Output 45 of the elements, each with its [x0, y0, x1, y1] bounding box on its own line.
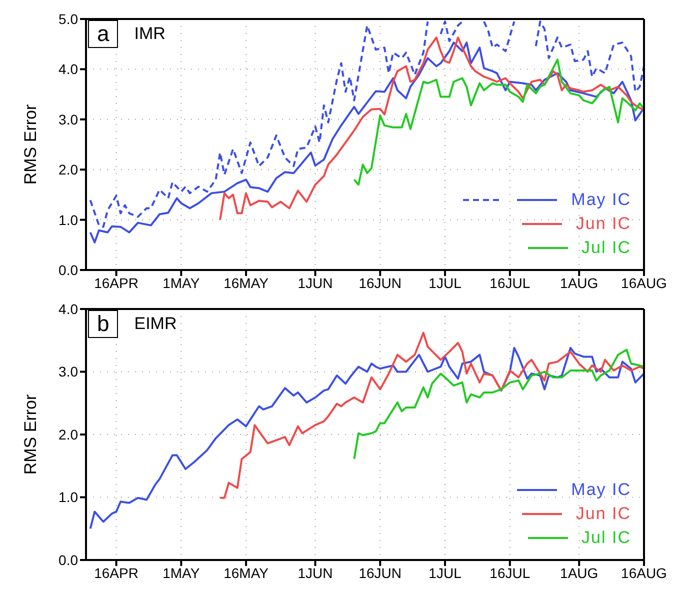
x-tick-label: 16MAY: [224, 564, 270, 581]
legend-label: Jul IC: [582, 238, 631, 258]
legend-label: May IC: [571, 190, 631, 210]
x-tick-label: 16APR: [94, 274, 138, 291]
legend-label: Jun IC: [576, 504, 631, 524]
y-tick-label: 4.0: [58, 61, 78, 78]
x-tick-label: 1AUG: [560, 564, 598, 581]
x-tick-label: 1AUG: [560, 274, 598, 291]
y-tick-label: 2.0: [58, 426, 78, 442]
y-axis-title: RMS Error: [21, 394, 40, 475]
x-tick-label: 16AUG: [621, 274, 667, 291]
y-tick-label: 4.0: [58, 300, 78, 317]
legend-label: Jun IC: [576, 214, 631, 234]
y-tick-label: 3.0: [58, 111, 78, 128]
y-axis-title: RMS Error: [21, 104, 40, 185]
y-tick-label: 3.0: [58, 364, 78, 380]
x-tick-label: 16APR: [94, 564, 138, 581]
y-tick-label: 0.0: [58, 552, 78, 568]
x-tick-label: 16JUN: [358, 564, 402, 581]
x-tick-label: 16MAY: [224, 274, 270, 291]
y-tick-label: 1.0: [58, 489, 78, 506]
legend-label: May IC: [571, 480, 631, 500]
x-tick-label: 16JUN: [358, 274, 402, 291]
x-tick-label: 1MAY: [162, 564, 200, 581]
y-tick-label: 2.0: [58, 162, 78, 178]
line-series: [89, 346, 644, 530]
x-tick-label: 1JUL: [428, 564, 462, 581]
chart-title: IMR: [134, 24, 166, 44]
x-tick-label: 16AUG: [621, 564, 667, 581]
x-tick-label: 1JUL: [428, 274, 462, 291]
chart-title: EIMR: [134, 314, 177, 334]
annotation: b: [88, 310, 118, 338]
line-series: [353, 58, 644, 186]
y-tick-label: 0.0: [58, 262, 78, 278]
annotation: a: [88, 20, 118, 48]
line-series: [219, 332, 644, 499]
x-tick-label: 1JUN: [298, 274, 333, 291]
y-tick-label: 5.0: [58, 10, 78, 27]
y-tick-label: 1.0: [58, 212, 78, 228]
legend-label: Jul IC: [582, 528, 631, 548]
x-tick-label: 1MAY: [162, 274, 200, 291]
x-tick-label: 1JUN: [298, 564, 333, 581]
x-tick-label: 16JUL: [490, 274, 530, 291]
x-tick-label: 16JUL: [490, 564, 530, 581]
line-series: [353, 348, 644, 460]
